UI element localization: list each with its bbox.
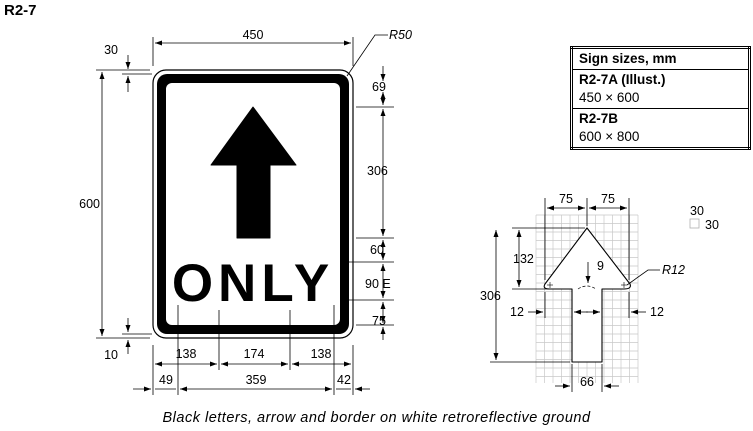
- dim-height: 600: [79, 197, 100, 211]
- dim-border-bottom: 10: [104, 348, 118, 362]
- sign-dimension-lines: [96, 34, 394, 395]
- detail-head-height: 132: [513, 252, 534, 266]
- sign-size-name: R2-7B: [579, 111, 619, 126]
- sign-dimension-labels: 450 600 30 10 R50 69 306 60 90 E 75 138 …: [79, 28, 412, 387]
- grid-scale-height: 30: [705, 218, 719, 232]
- dim-legend-width: 359: [246, 373, 267, 387]
- detail-arrow-shape: [543, 227, 631, 363]
- dim-legend-left: 49: [159, 373, 173, 387]
- detail-head-half-right: 75: [601, 192, 615, 206]
- grid-scale-square: [689, 218, 700, 229]
- detail-head-half-left: 75: [559, 192, 573, 206]
- dim-legend-right: 42: [337, 373, 351, 387]
- detail-radius: R12: [662, 263, 685, 277]
- dim-text-mid: 174: [244, 347, 265, 361]
- sign-size-entry: R2-7B 600 × 800: [571, 108, 750, 149]
- dim-text-bottom-gap: 75: [372, 314, 386, 328]
- sign-panel: ONLY: [152, 69, 354, 339]
- sign-sizes-header: Sign sizes, mm: [571, 47, 750, 70]
- dim-arrow-to-text: 60: [370, 243, 384, 257]
- dim-text-left: 138: [176, 347, 197, 361]
- dim-arrow-length: 306: [367, 164, 388, 178]
- arrow-detail-dimension-lines: [490, 198, 660, 392]
- sign-sizes-header-row: Sign sizes, mm: [571, 47, 750, 70]
- detail-notch-curve: [577, 285, 597, 290]
- dim-text-height: 90 E: [365, 277, 391, 291]
- dim-width: 450: [243, 28, 264, 42]
- sign-size-entry: R2-7A (Illust.) 450 × 600: [571, 69, 750, 109]
- arrow-detail-outline: [543, 227, 631, 363]
- grid-scale-key: 30 30: [689, 204, 719, 232]
- detail-notch: 9: [597, 259, 604, 273]
- detail-total-height: 306: [480, 289, 501, 303]
- detail-shaft-width: 66: [580, 375, 594, 389]
- sign-legend-text: ONLY: [172, 254, 334, 313]
- dim-text-right: 138: [311, 347, 332, 361]
- dim-border-top: 30: [104, 43, 118, 57]
- sign-size-value: 450 × 600: [579, 90, 640, 105]
- dim-corner-radius: R50: [389, 28, 412, 42]
- table-row: R2-7B 600 × 800: [571, 108, 750, 149]
- sign-arrow: [210, 106, 297, 239]
- sign-code-title: R2-7: [4, 2, 37, 19]
- detail-inset-left: 12: [510, 305, 524, 319]
- grid-scale-width: 30: [690, 204, 704, 218]
- sign-caption: Black letters, arrow and border on white…: [162, 410, 591, 426]
- sign-size-value: 600 × 800: [579, 129, 640, 144]
- sign-sizes-table: Sign sizes, mm R2-7A (Illust.) 450 × 600…: [570, 46, 751, 150]
- table-row: R2-7A (Illust.) 450 × 600: [571, 69, 750, 109]
- arrow-detail-labels: 75 75 132 306 9 R12 12 12 66: [480, 192, 685, 389]
- sign-size-name: R2-7A (Illust.): [579, 72, 666, 87]
- dim-arrow-top-gap: 69: [372, 80, 386, 94]
- detail-inset-right: 12: [650, 305, 664, 319]
